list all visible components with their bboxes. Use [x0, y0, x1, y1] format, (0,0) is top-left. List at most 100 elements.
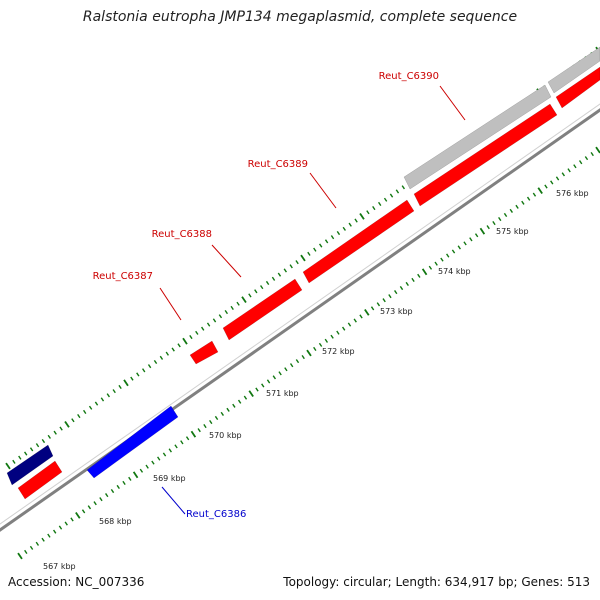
backbone-line	[0, 108, 600, 532]
outer-tick	[64, 420, 70, 428]
outer-tick	[141, 368, 146, 373]
tick-label: 575 kbp	[496, 227, 529, 236]
outer-tick	[271, 276, 276, 281]
callout-line	[161, 486, 186, 515]
inner-tick	[498, 216, 502, 222]
callout-line	[159, 287, 182, 321]
outer-tick	[41, 438, 46, 444]
outer-tick	[35, 443, 40, 448]
inner-tick	[162, 452, 167, 457]
outer-tick	[195, 330, 199, 335]
gene-label: Reut_C6388	[152, 229, 212, 240]
inner-tick	[180, 440, 184, 445]
outer-tick	[112, 389, 116, 394]
tick-label: 567 kbp	[43, 562, 76, 571]
outer-tick	[318, 243, 323, 248]
inner-tick	[509, 208, 514, 213]
inner-tick	[370, 306, 375, 311]
gene-feature-red	[555, 66, 600, 109]
inner-tick	[255, 387, 259, 392]
inner-tick	[29, 545, 34, 550]
inner-tick	[590, 152, 594, 157]
outer-tick	[206, 322, 211, 327]
inner-tick	[521, 200, 525, 205]
outer-tick	[383, 197, 388, 202]
outer-tick	[189, 334, 193, 340]
outer-tick	[248, 293, 252, 298]
inner-tick	[474, 233, 479, 238]
inner-tick	[128, 476, 132, 481]
inner-tick	[99, 497, 103, 502]
gene-label: Reut_C6386	[186, 509, 246, 520]
outer-tick	[29, 447, 34, 452]
inner-tick	[353, 318, 357, 323]
outer-tick	[324, 239, 329, 244]
inner-tick	[405, 281, 409, 287]
inner-tick	[544, 184, 548, 189]
inner-tick	[313, 346, 317, 351]
outer-tick	[77, 414, 81, 419]
inner-tick	[220, 411, 225, 416]
inner-tick	[324, 338, 329, 343]
inner-tick	[17, 552, 23, 560]
inner-tick	[526, 196, 531, 201]
gene-feature-navy	[6, 444, 54, 486]
gene-feature-blue	[86, 405, 179, 479]
outer-tick	[177, 343, 181, 348]
inner-tick	[261, 383, 265, 388]
outer-tick	[330, 235, 335, 240]
inner-tick	[110, 488, 115, 494]
outer-tick	[94, 401, 99, 406]
outer-tick	[88, 405, 93, 410]
tick-label: 569 kbp	[153, 474, 186, 483]
outer-tick	[212, 318, 217, 323]
outer-tick	[307, 251, 311, 256]
inner-tick	[336, 330, 340, 335]
inner-tick	[35, 541, 40, 546]
inner-tick	[469, 237, 473, 242]
inner-tick	[75, 511, 81, 519]
inner-tick	[58, 525, 63, 530]
tick-label: 576 kbp	[556, 189, 589, 198]
gene-feature-red	[222, 278, 303, 341]
outer-tick	[277, 272, 282, 277]
gene-feature-red	[17, 460, 63, 500]
backbone	[0, 103, 600, 532]
gene-callouts	[159, 85, 466, 515]
outer-tick	[71, 418, 75, 423]
inner-tick	[347, 322, 352, 327]
gene-feature-gray	[403, 84, 552, 190]
inner-tick	[93, 501, 97, 506]
inner-tick	[266, 379, 271, 384]
inner-tick	[52, 529, 57, 534]
outer-tick	[300, 254, 306, 262]
inner-tick	[388, 294, 392, 299]
outer-tick	[53, 430, 57, 435]
inner-tick	[341, 326, 346, 331]
backbone-highlight	[0, 103, 600, 525]
outer-tick	[241, 296, 247, 304]
inner-tick	[214, 415, 219, 421]
map-title: Ralstonia eutropha JMP134 megaplasmid, c…	[82, 9, 518, 25]
tick-label: 571 kbp	[266, 389, 299, 398]
inner-tick	[318, 342, 323, 347]
topology-stats: Topology: circular; Length: 634,917 bp; …	[283, 575, 590, 589]
tick-label: 570 kbp	[209, 431, 242, 440]
outer-tick	[265, 280, 270, 286]
outer-tick	[130, 376, 134, 381]
inner-tick	[81, 509, 86, 514]
inner-tick	[532, 192, 537, 197]
inner-tick	[399, 285, 404, 291]
inner-tick	[24, 549, 28, 554]
inner-tick	[41, 537, 45, 542]
outer-tick	[106, 393, 111, 398]
outer-tick	[153, 359, 158, 365]
inner-tick	[243, 395, 248, 400]
outer-tick	[5, 462, 11, 470]
outer-tick	[218, 314, 223, 319]
outer-tick	[313, 247, 317, 252]
inner-tick	[237, 399, 242, 404]
inner-tick	[151, 460, 155, 465]
inner-tick	[284, 367, 288, 372]
